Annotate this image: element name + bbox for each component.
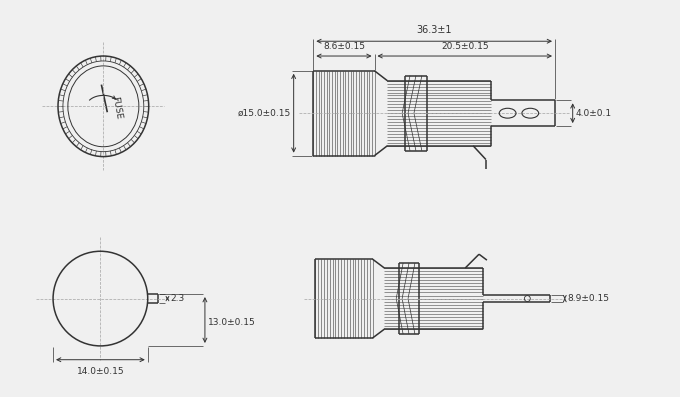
Text: 20.5±0.15: 20.5±0.15 xyxy=(441,42,488,51)
Text: 14.0±0.15: 14.0±0.15 xyxy=(77,366,124,376)
Text: ø15.0±0.15: ø15.0±0.15 xyxy=(237,109,290,118)
Text: 36.3±1: 36.3±1 xyxy=(416,25,452,35)
Text: 2.3: 2.3 xyxy=(171,294,185,303)
Text: 8.9±0.15: 8.9±0.15 xyxy=(568,294,610,303)
Text: 4.0±0.1: 4.0±0.1 xyxy=(576,109,612,118)
Text: FUSE: FUSE xyxy=(109,96,122,120)
Text: 13.0±0.15: 13.0±0.15 xyxy=(208,318,256,327)
Text: 8.6±0.15: 8.6±0.15 xyxy=(323,42,365,51)
